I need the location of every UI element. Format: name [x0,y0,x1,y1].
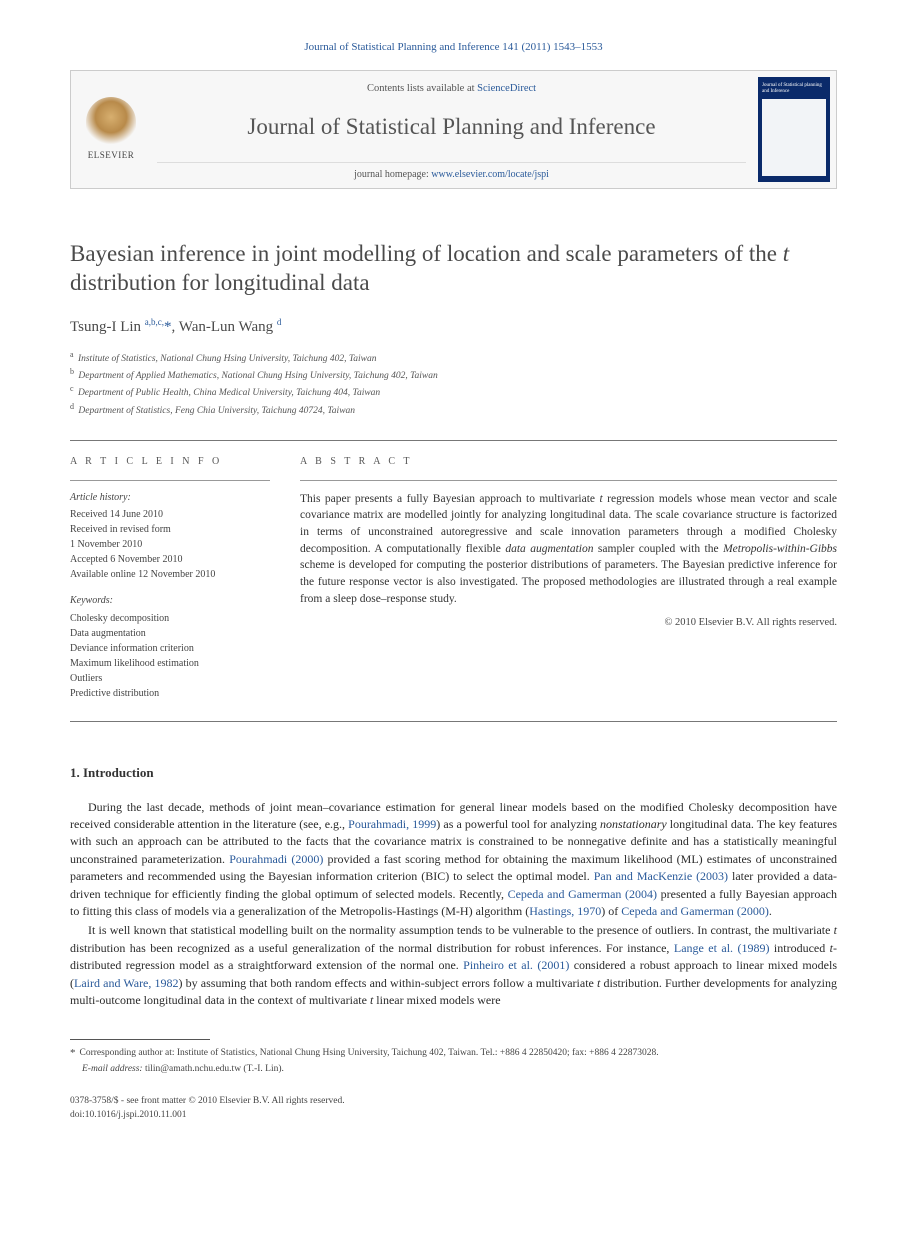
email-label: E-mail address: [82,1064,143,1074]
contents-available: Contents lists available at ScienceDirec… [157,81,746,96]
homepage-prefix: journal homepage: [354,169,431,180]
publisher-name: ELSEVIER [88,149,135,162]
footnote-email: E-mail address: tilin@amath.nchu.edu.tw … [70,1062,837,1076]
article-info-heading: A R T I C L E I N F O [70,441,270,481]
abstract-heading: A B S T R A C T [300,441,837,481]
journal-cover-thumb: Journal of Statistical planning and Infe… [758,77,830,182]
journal-title: Journal of Statistical Planning and Infe… [157,110,746,143]
footnote-line: * Corresponding author at: Institute of S… [70,1045,837,1062]
journal-reference: Journal of Statistical Planning and Infe… [70,40,837,56]
affiliations: a Institute of Statistics, National Chun… [70,349,837,419]
title-part2: distribution for longitudinal data [70,270,370,295]
page-footer: 0378-3758/$ - see front matter © 2010 El… [70,1094,837,1123]
header-center: Contents lists available at ScienceDirec… [151,71,752,188]
sciencedirect-link[interactable]: ScienceDirect [477,83,536,94]
elsevier-tree-icon [86,97,136,147]
corr-text: Corresponding author at: Institute of St… [80,1048,659,1058]
footer-line-1: 0378-3758/$ - see front matter © 2010 El… [70,1094,837,1108]
title-part1: Bayesian inference in joint modelling of… [70,241,783,266]
footer-doi: doi:10.1016/j.jspi.2010.11.001 [70,1108,837,1122]
asterisk-icon: * [70,1047,76,1059]
email-value: tilin@amath.nchu.edu.tw (T.-I. Lin). [145,1064,284,1074]
article-info-column: A R T I C L E I N F O Article history: R… [70,441,270,713]
cover-mini-title: Journal of Statistical planning and Infe… [762,83,826,95]
cover-mini-body [762,99,826,176]
intro-para-2: It is well known that statistical modell… [70,922,837,1009]
info-abstract-row: A R T I C L E I N F O Article history: R… [70,441,837,713]
keywords-label: Keywords: [70,594,270,609]
abstract-column: A B S T R A C T This paper presents a fu… [300,441,837,713]
corresponding-footnote: * Corresponding author at: Institute of S… [70,1045,837,1076]
section-1-heading: 1. Introduction [70,764,837,783]
journal-header: ELSEVIER Contents lists available at Sci… [70,70,837,189]
abstract-copyright: © 2010 Elsevier B.V. All rights reserved… [300,615,837,630]
homepage-link[interactable]: www.elsevier.com/locate/jspi [431,169,549,180]
history-label: Article history: [70,491,270,506]
intro-para-1: During the last decade, methods of joint… [70,799,837,921]
keywords-block: Cholesky decompositionData augmentationD… [70,611,270,701]
article-title: Bayesian inference in joint modelling of… [70,239,837,298]
bottom-rule [70,721,837,722]
contents-prefix: Contents lists available at [367,83,477,94]
journal-homepage: journal homepage: www.elsevier.com/locat… [157,162,746,183]
authors: Tsung-I Lin a,b,c,*, Wan-Lun Wang d [70,316,837,339]
body-text: During the last decade, methods of joint… [70,799,837,1010]
abstract-text: This paper presents a fully Bayesian app… [300,491,837,608]
elsevier-logo: ELSEVIER [71,71,151,188]
history-block: Received 14 June 2010Received in revised… [70,507,270,582]
footnote-separator [70,1039,210,1040]
